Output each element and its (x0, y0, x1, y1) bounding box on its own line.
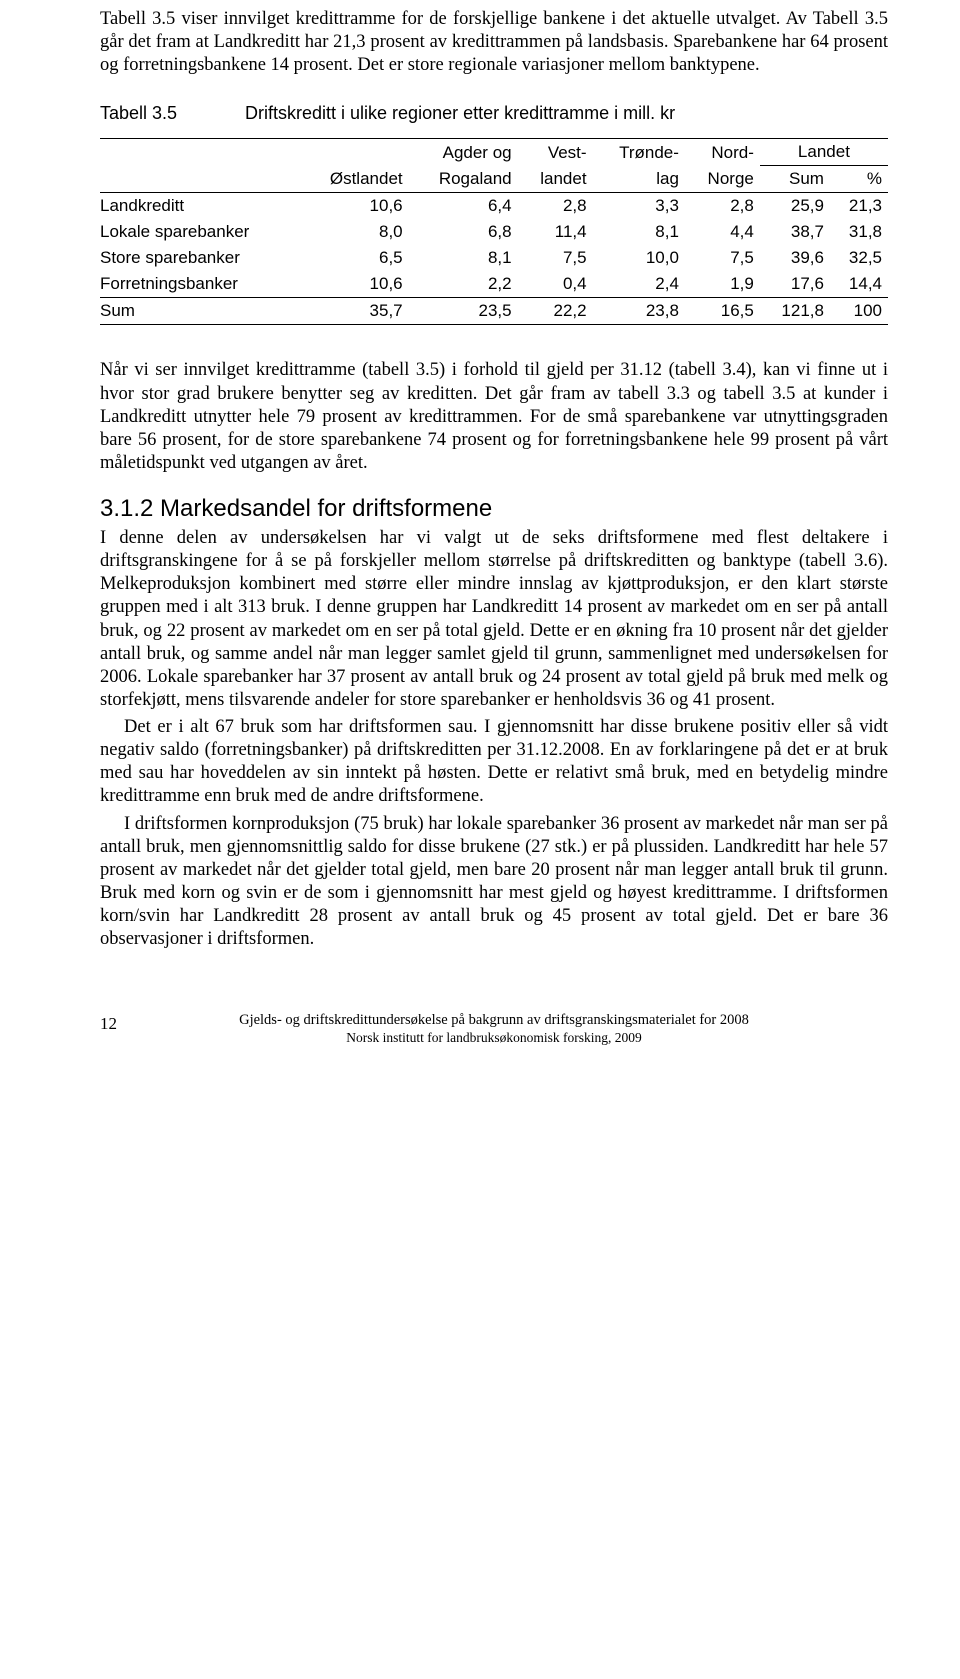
cell: 1,9 (685, 271, 760, 298)
page-number: 12 (100, 1013, 117, 1034)
cell: 35,7 (300, 298, 409, 325)
col-head: lag (593, 166, 685, 193)
cell: 10,0 (593, 245, 685, 271)
cell: 31,8 (830, 219, 888, 245)
cell: 6,4 (409, 193, 518, 220)
cell: 8,0 (300, 219, 409, 245)
page: Tabell 3.5 viser innvilget kredittramme … (0, 0, 960, 1088)
cell: 6,8 (409, 219, 518, 245)
cell: 2,8 (518, 193, 593, 220)
table-row: Lokale sparebanker 8,0 6,8 11,4 8,1 4,4 … (100, 219, 888, 245)
paragraph-2: Når vi ser innvilget kredittramme (tabel… (100, 359, 888, 475)
cell: 32,5 (830, 245, 888, 271)
footer-title: Gjelds- og driftskredittundersøkelse på … (239, 1012, 749, 1028)
col-head: % (830, 166, 888, 193)
table-row: Store sparebanker 6,5 8,1 7,5 10,0 7,5 3… (100, 245, 888, 271)
cell: 0,4 (518, 271, 593, 298)
paragraph-5: I driftsformen kornproduksjon (75 bruk) … (100, 813, 888, 952)
cell: 2,4 (593, 271, 685, 298)
row-label: Store sparebanker (100, 245, 300, 271)
col-head: landet (518, 166, 593, 193)
cell: 121,8 (760, 298, 830, 325)
paragraph-1: Tabell 3.5 viser innvilget kredittramme … (100, 8, 888, 77)
paragraph-3: I denne delen av undersøkelsen har vi va… (100, 527, 888, 712)
row-label: Lokale sparebanker (100, 219, 300, 245)
table-title: Tabell 3.5 Driftskreditt i ulike regione… (100, 103, 888, 124)
col-head: Norge (685, 166, 760, 193)
cell: 8,1 (409, 245, 518, 271)
cell: 2,2 (409, 271, 518, 298)
cell: 22,2 (518, 298, 593, 325)
cell: 23,8 (593, 298, 685, 325)
cell: 25,9 (760, 193, 830, 220)
cell: 16,5 (685, 298, 760, 325)
cell: 17,6 (760, 271, 830, 298)
table-row: Forretningsbanker 10,6 2,2 0,4 2,4 1,9 1… (100, 271, 888, 298)
row-label: Landkreditt (100, 193, 300, 220)
cell: 10,6 (300, 271, 409, 298)
cell: 3,3 (593, 193, 685, 220)
cell: 7,5 (518, 245, 593, 271)
table-sum-row: Sum 35,7 23,5 22,2 23,8 16,5 121,8 100 (100, 298, 888, 325)
cell: 2,8 (685, 193, 760, 220)
cell: 10,6 (300, 193, 409, 220)
col-head-top: Nord- (685, 139, 760, 166)
cell: 38,7 (760, 219, 830, 245)
col-head-landet: Landet (760, 139, 888, 166)
cell: 23,5 (409, 298, 518, 325)
col-head: Østlandet (300, 166, 409, 193)
table-caption: Driftskreditt i ulike regioner etter kre… (245, 103, 675, 123)
col-head-top: Agder og (409, 139, 518, 166)
col-head-top: Vest- (518, 139, 593, 166)
cell: 39,6 (760, 245, 830, 271)
cell: 11,4 (518, 219, 593, 245)
col-head: Rogaland (409, 166, 518, 193)
row-label: Sum (100, 298, 300, 325)
page-footer: 12 Gjelds- og driftskredittundersøkelse … (100, 1011, 888, 1047)
cell: 8,1 (593, 219, 685, 245)
cell: 21,3 (830, 193, 888, 220)
section-heading: 3.1.2 Markedsandel for driftsformene (100, 495, 888, 523)
row-label: Forretningsbanker (100, 271, 300, 298)
col-head: Sum (760, 166, 830, 193)
cell: 7,5 (685, 245, 760, 271)
cell: 6,5 (300, 245, 409, 271)
table-label: Tabell 3.5 (100, 103, 240, 124)
table-row: Landkreditt 10,6 6,4 2,8 3,3 2,8 25,9 21… (100, 193, 888, 220)
data-table: Agder og Vest- Trønde- Nord- Landet Østl… (100, 138, 888, 325)
cell: 14,4 (830, 271, 888, 298)
paragraph-4: Det er i alt 67 bruk som har driftsforme… (100, 716, 888, 809)
cell: 4,4 (685, 219, 760, 245)
cell: 100 (830, 298, 888, 325)
footer-subtitle: Norsk institutt for landbruksøkonomisk f… (346, 1030, 642, 1045)
col-head-top: Trønde- (593, 139, 685, 166)
